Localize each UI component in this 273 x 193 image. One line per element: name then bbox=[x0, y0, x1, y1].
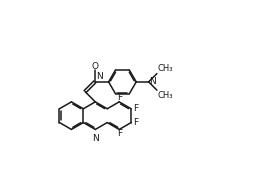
Text: N: N bbox=[96, 72, 103, 81]
Text: F: F bbox=[133, 104, 138, 113]
Text: F: F bbox=[117, 93, 122, 102]
Text: F: F bbox=[117, 129, 122, 138]
Text: CH₃: CH₃ bbox=[158, 64, 173, 73]
Text: N: N bbox=[92, 134, 99, 143]
Text: O: O bbox=[91, 62, 98, 71]
Text: N: N bbox=[149, 77, 156, 86]
Text: CH₃: CH₃ bbox=[158, 91, 173, 100]
Text: F: F bbox=[133, 118, 138, 127]
